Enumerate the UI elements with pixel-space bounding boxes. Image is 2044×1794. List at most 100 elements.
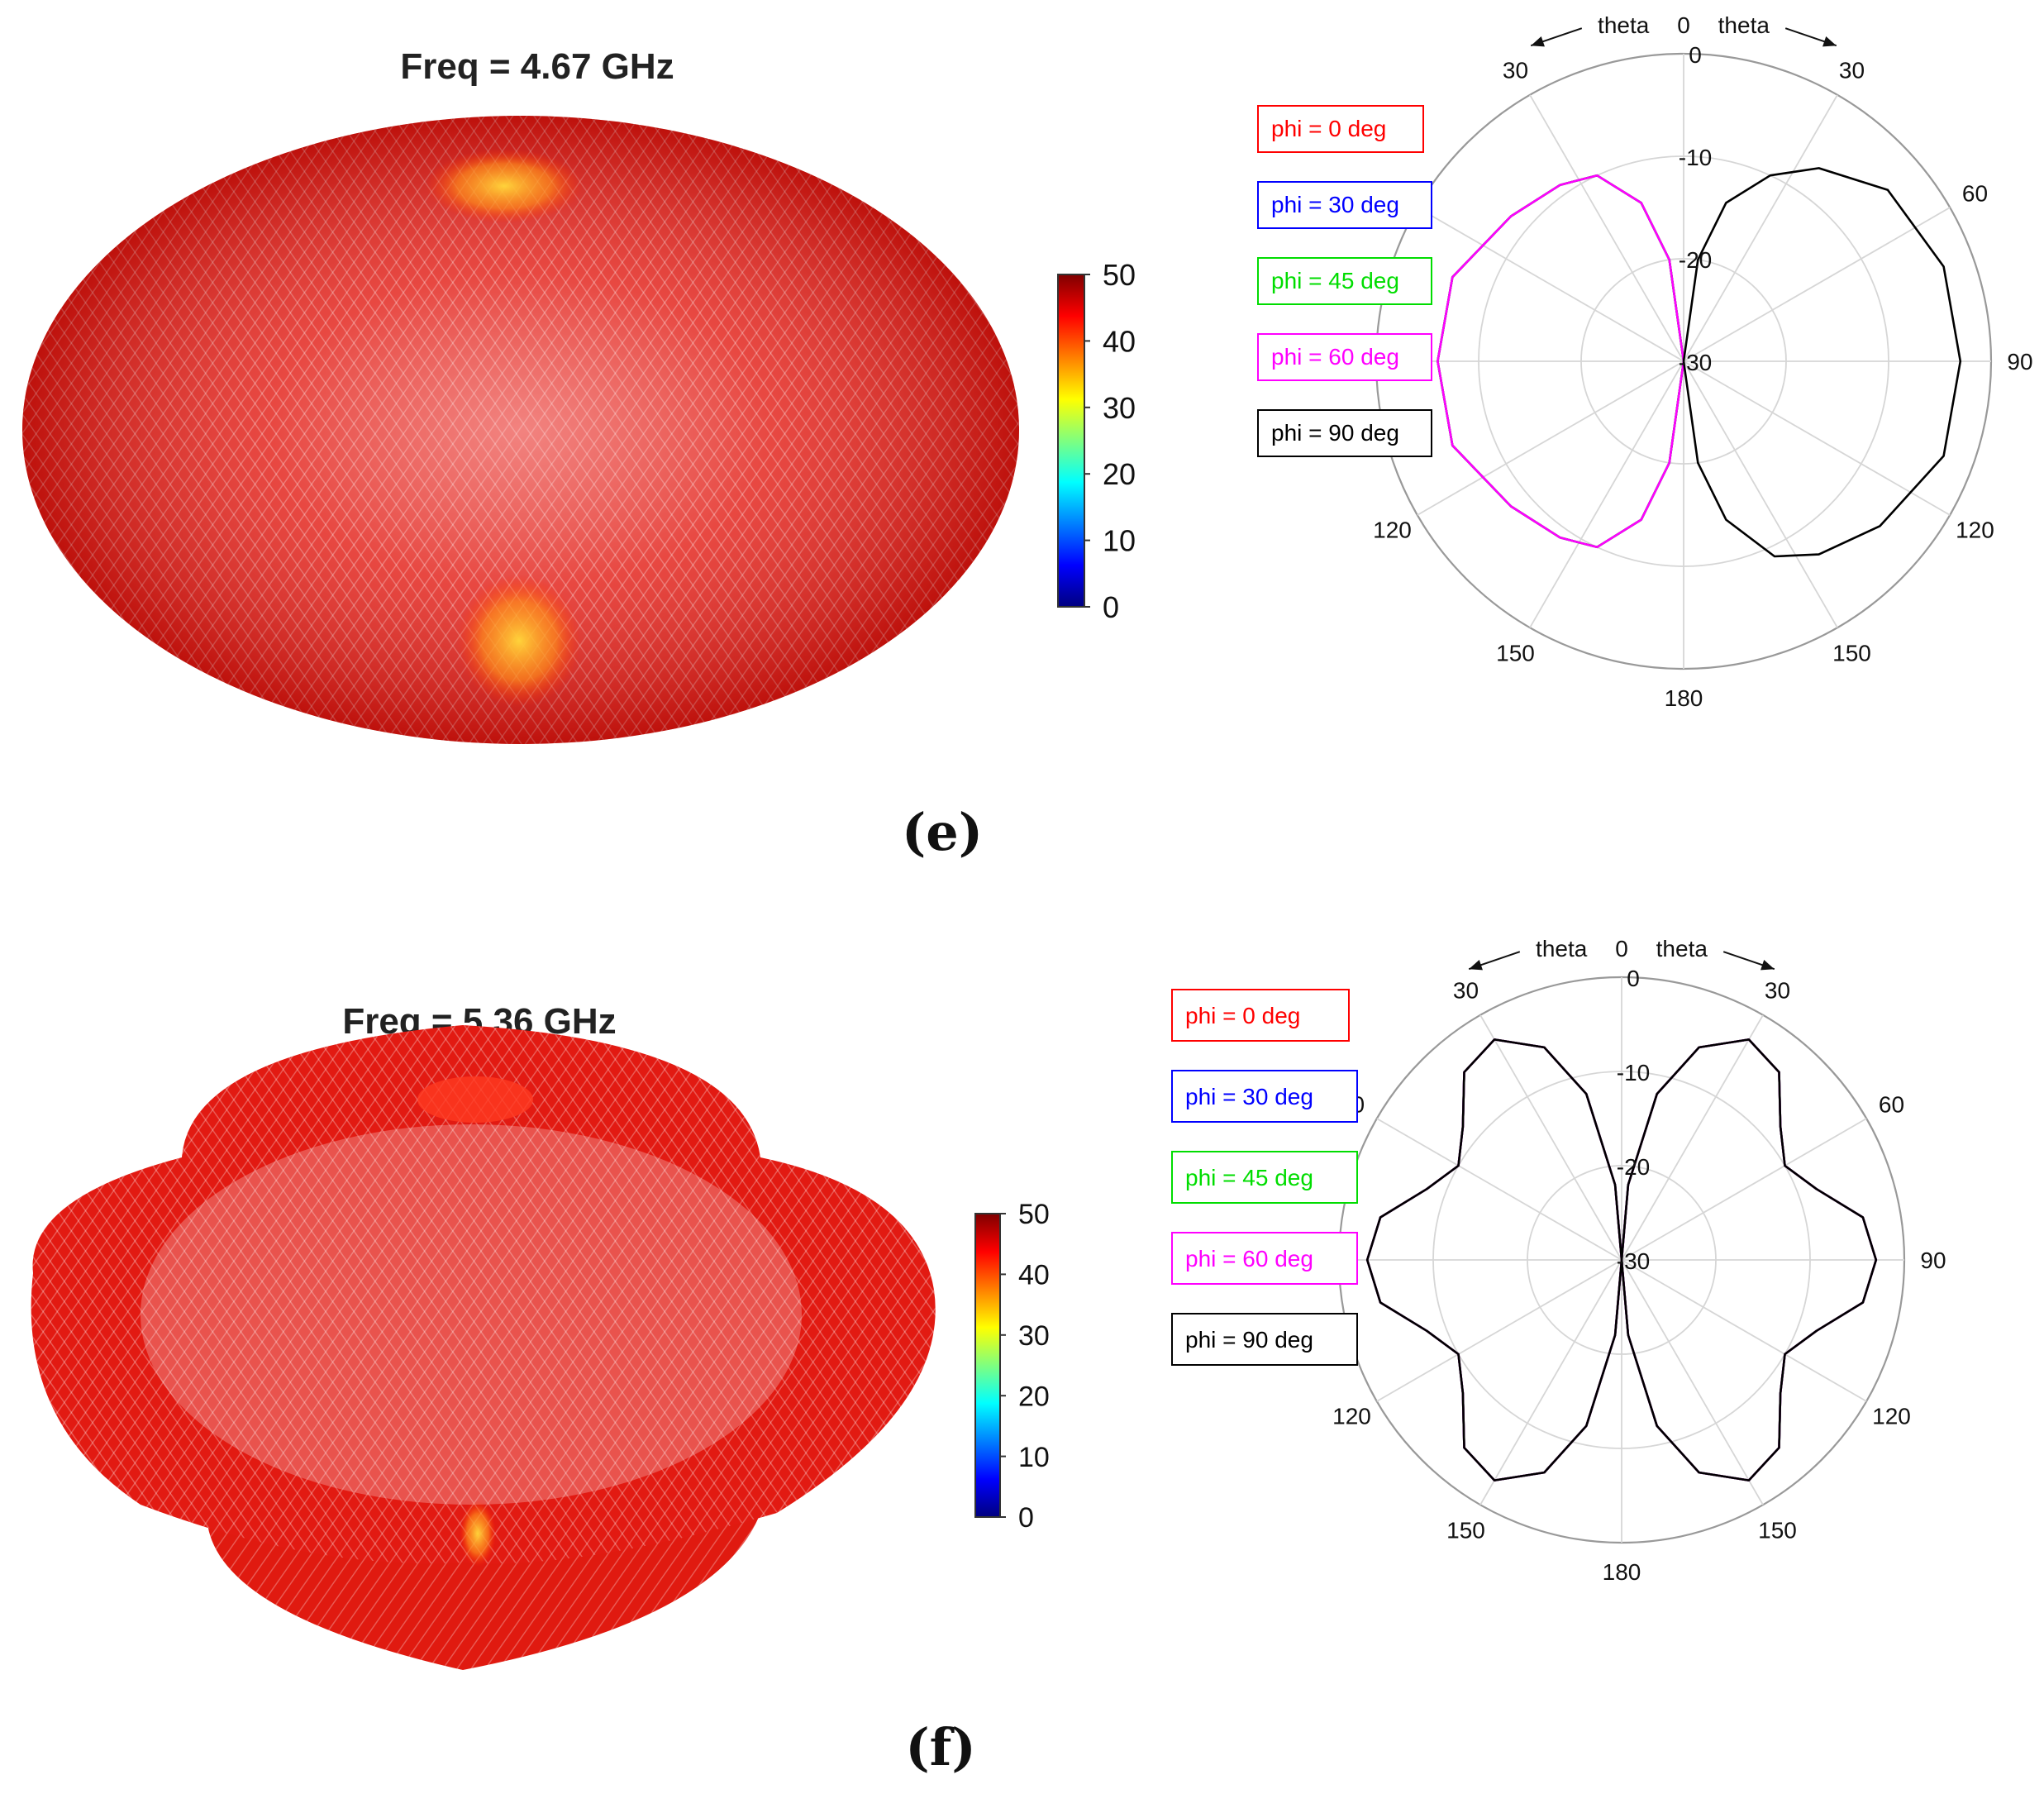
- panel-f-legend-box: [1171, 1151, 1358, 1204]
- panel-f-radial-tick-label: 0: [1627, 966, 1640, 991]
- panel-e-colorbar-tick-label: 50: [1103, 258, 1136, 292]
- panel-f-theta-arrowhead: [1761, 960, 1775, 971]
- panel-e-spoke: [1683, 207, 1951, 362]
- panel-f-legend-box: [1171, 989, 1350, 1042]
- panel-e-spoke: [1529, 94, 1684, 362]
- panel-f-radial-tick-label: -30: [1617, 1248, 1650, 1274]
- panel-e-legend-label: phi = 60 deg: [1271, 344, 1399, 370]
- panel-f-legend-box: [1171, 1232, 1358, 1285]
- panel-f-series-4-right: [1620, 1038, 1878, 1481]
- panel-f-spoke: [1621, 1118, 1867, 1261]
- panel-f-radial-tick-label: -10: [1617, 1060, 1650, 1085]
- panel-e-3d-title: Freq = 4.67 GHz: [400, 46, 674, 87]
- panel-f-colorbar-tick-label: 10: [1018, 1442, 1050, 1473]
- panel-e-colorbar-tick-label: 30: [1103, 391, 1136, 425]
- panel-f-spoke: [1621, 1014, 1764, 1261]
- panel-f-colorbar-tick-label: 20: [1018, 1381, 1050, 1412]
- panel-e-radial-tick-label: -20: [1679, 247, 1712, 273]
- panel-f-theta-label: 180: [1603, 1559, 1641, 1585]
- panel-e-spoke: [1683, 360, 1951, 516]
- panel-f-colorbar-tick-label: 40: [1018, 1260, 1050, 1291]
- panel-e-legend-box: [1257, 257, 1432, 305]
- panel-f-spoke: [1479, 1014, 1622, 1261]
- panel-f-spoke: [1621, 1259, 1764, 1505]
- panel-f-legend-label: phi = 90 deg: [1185, 1327, 1313, 1353]
- panel-e-theta-label: 180: [1665, 685, 1703, 711]
- panel-e-colorbar-tick-label: 20: [1103, 457, 1136, 491]
- panel-f-legend-entry: phi = 45 deg: [1171, 1151, 1358, 1204]
- panel-e-theta-annotation: theta: [1718, 12, 1770, 38]
- panel-f-legend-box: [1171, 1313, 1358, 1366]
- panel-e-3d-pattern: Freq = 4.67 GHz 50 40 30 20 10 0: [22, 46, 1136, 744]
- panel-e-theta-label: 120: [1956, 518, 1994, 543]
- panel-e-legend-box: [1257, 333, 1432, 381]
- panel-e-spoke: [1417, 207, 1684, 362]
- panel-f-legend-label: phi = 45 deg: [1185, 1165, 1313, 1190]
- panel-e-legend-entry: phi = 60 deg: [1257, 333, 1432, 381]
- panel-e-radial-tick-label: -30: [1679, 350, 1712, 375]
- panel-f-theta-annotation: theta: [1656, 936, 1708, 961]
- panel-f-legend-label: phi = 60 deg: [1185, 1246, 1313, 1272]
- panel-f-theta-label: 30: [1765, 978, 1790, 1004]
- panel-e-spoke: [1417, 360, 1684, 516]
- panel-e-theta-label: 0: [1677, 12, 1690, 38]
- panel-e-surface: [22, 116, 1019, 744]
- panel-f-theta-label: 0: [1615, 936, 1628, 961]
- panel-e-radial-tick-label: 0: [1689, 42, 1702, 68]
- panel-e-theta-label: 30: [1839, 58, 1865, 83]
- panel-f-colorbar: 50 40 30 20 10 0: [974, 1199, 1050, 1534]
- panel-e-legend-box: [1257, 105, 1424, 153]
- panel-e-theta-arrowhead: [1822, 36, 1837, 47]
- panel-e-legend-entry: phi = 45 deg: [1257, 257, 1432, 305]
- panel-f-theta-arrowhead: [1469, 960, 1483, 971]
- panel-f-radial-tick-label: -20: [1617, 1154, 1650, 1180]
- panel-e-spoke: [1529, 360, 1684, 628]
- panel-e-colorbar-tick-label: 40: [1103, 324, 1136, 358]
- panel-f-legend-label: phi = 30 deg: [1185, 1084, 1313, 1109]
- panel-f-theta-label: 30: [1453, 978, 1479, 1004]
- panel-f-theta-label: 120: [1872, 1404, 1911, 1429]
- panel-e-series-4-right: [1682, 167, 1962, 558]
- panel-f-legend-box: [1171, 1070, 1358, 1123]
- panel-f-legend-entry: phi = 30 deg: [1171, 1070, 1358, 1123]
- panel-f-spoke: [1376, 1259, 1622, 1402]
- panel-f-polar: 03060901201501801501209060300-10-20-30th…: [1171, 936, 1946, 1585]
- panel-label-f: (f): [905, 1717, 975, 1777]
- panel-f-legend-entry: phi = 0 deg: [1171, 989, 1350, 1042]
- panel-f-legend-label: phi = 0 deg: [1185, 1003, 1300, 1028]
- panel-e-spoke: [1683, 360, 1838, 628]
- panel-e-theta-label: 150: [1832, 641, 1871, 666]
- panel-e-spoke: [1683, 94, 1838, 362]
- panel-f-series-4-left: [1365, 1038, 1623, 1481]
- panel-f-legend-entry: phi = 60 deg: [1171, 1232, 1358, 1285]
- panel-f-spoke: [1376, 1118, 1622, 1261]
- panel-e-polar: 03060901201501801501209060300-10-20-30th…: [1257, 12, 2033, 711]
- panel-e-legend-label: phi = 0 deg: [1271, 116, 1386, 141]
- panel-e-legend-entry: phi = 30 deg: [1257, 181, 1432, 229]
- panel-e-legend-box: [1257, 181, 1432, 229]
- panel-f-theta-label: 60: [1879, 1092, 1904, 1118]
- panel-f-surface: [31, 1025, 936, 1670]
- panel-e-radial-tick-label: -10: [1679, 145, 1712, 170]
- panel-f-theta-label: 90: [1920, 1248, 1946, 1273]
- panel-e-legend-entry: phi = 90 deg: [1257, 409, 1432, 457]
- panel-e-colorbar-tick-label: 0: [1103, 590, 1119, 624]
- panel-e-theta-label: 30: [1503, 58, 1528, 83]
- panel-e-theta-label: 150: [1496, 641, 1535, 666]
- panel-f-colorbar-tick-label: 0: [1018, 1502, 1034, 1534]
- panel-e-theta-label: 90: [2007, 349, 2032, 375]
- panel-e-series-3-left: [1437, 174, 1685, 549]
- panel-e-legend-box: [1257, 409, 1432, 457]
- panel-f-legend-entry: phi = 90 deg: [1171, 1313, 1358, 1366]
- panel-f-colorbar-tick-label: 50: [1018, 1199, 1050, 1230]
- panel-label-e: (e): [902, 802, 983, 862]
- panel-e-legend-label: phi = 45 deg: [1271, 268, 1399, 293]
- panel-f-spoke: [1621, 1259, 1867, 1402]
- panel-e-legend-label: phi = 90 deg: [1271, 420, 1399, 446]
- panel-e-colorbar-bar: [1057, 274, 1085, 608]
- panel-f-spoke: [1479, 1259, 1622, 1505]
- panel-f-theta-label: 150: [1446, 1518, 1485, 1544]
- panel-e-colorbar-tick-label: 10: [1103, 524, 1136, 558]
- panel-e-theta-annotation: theta: [1598, 12, 1650, 38]
